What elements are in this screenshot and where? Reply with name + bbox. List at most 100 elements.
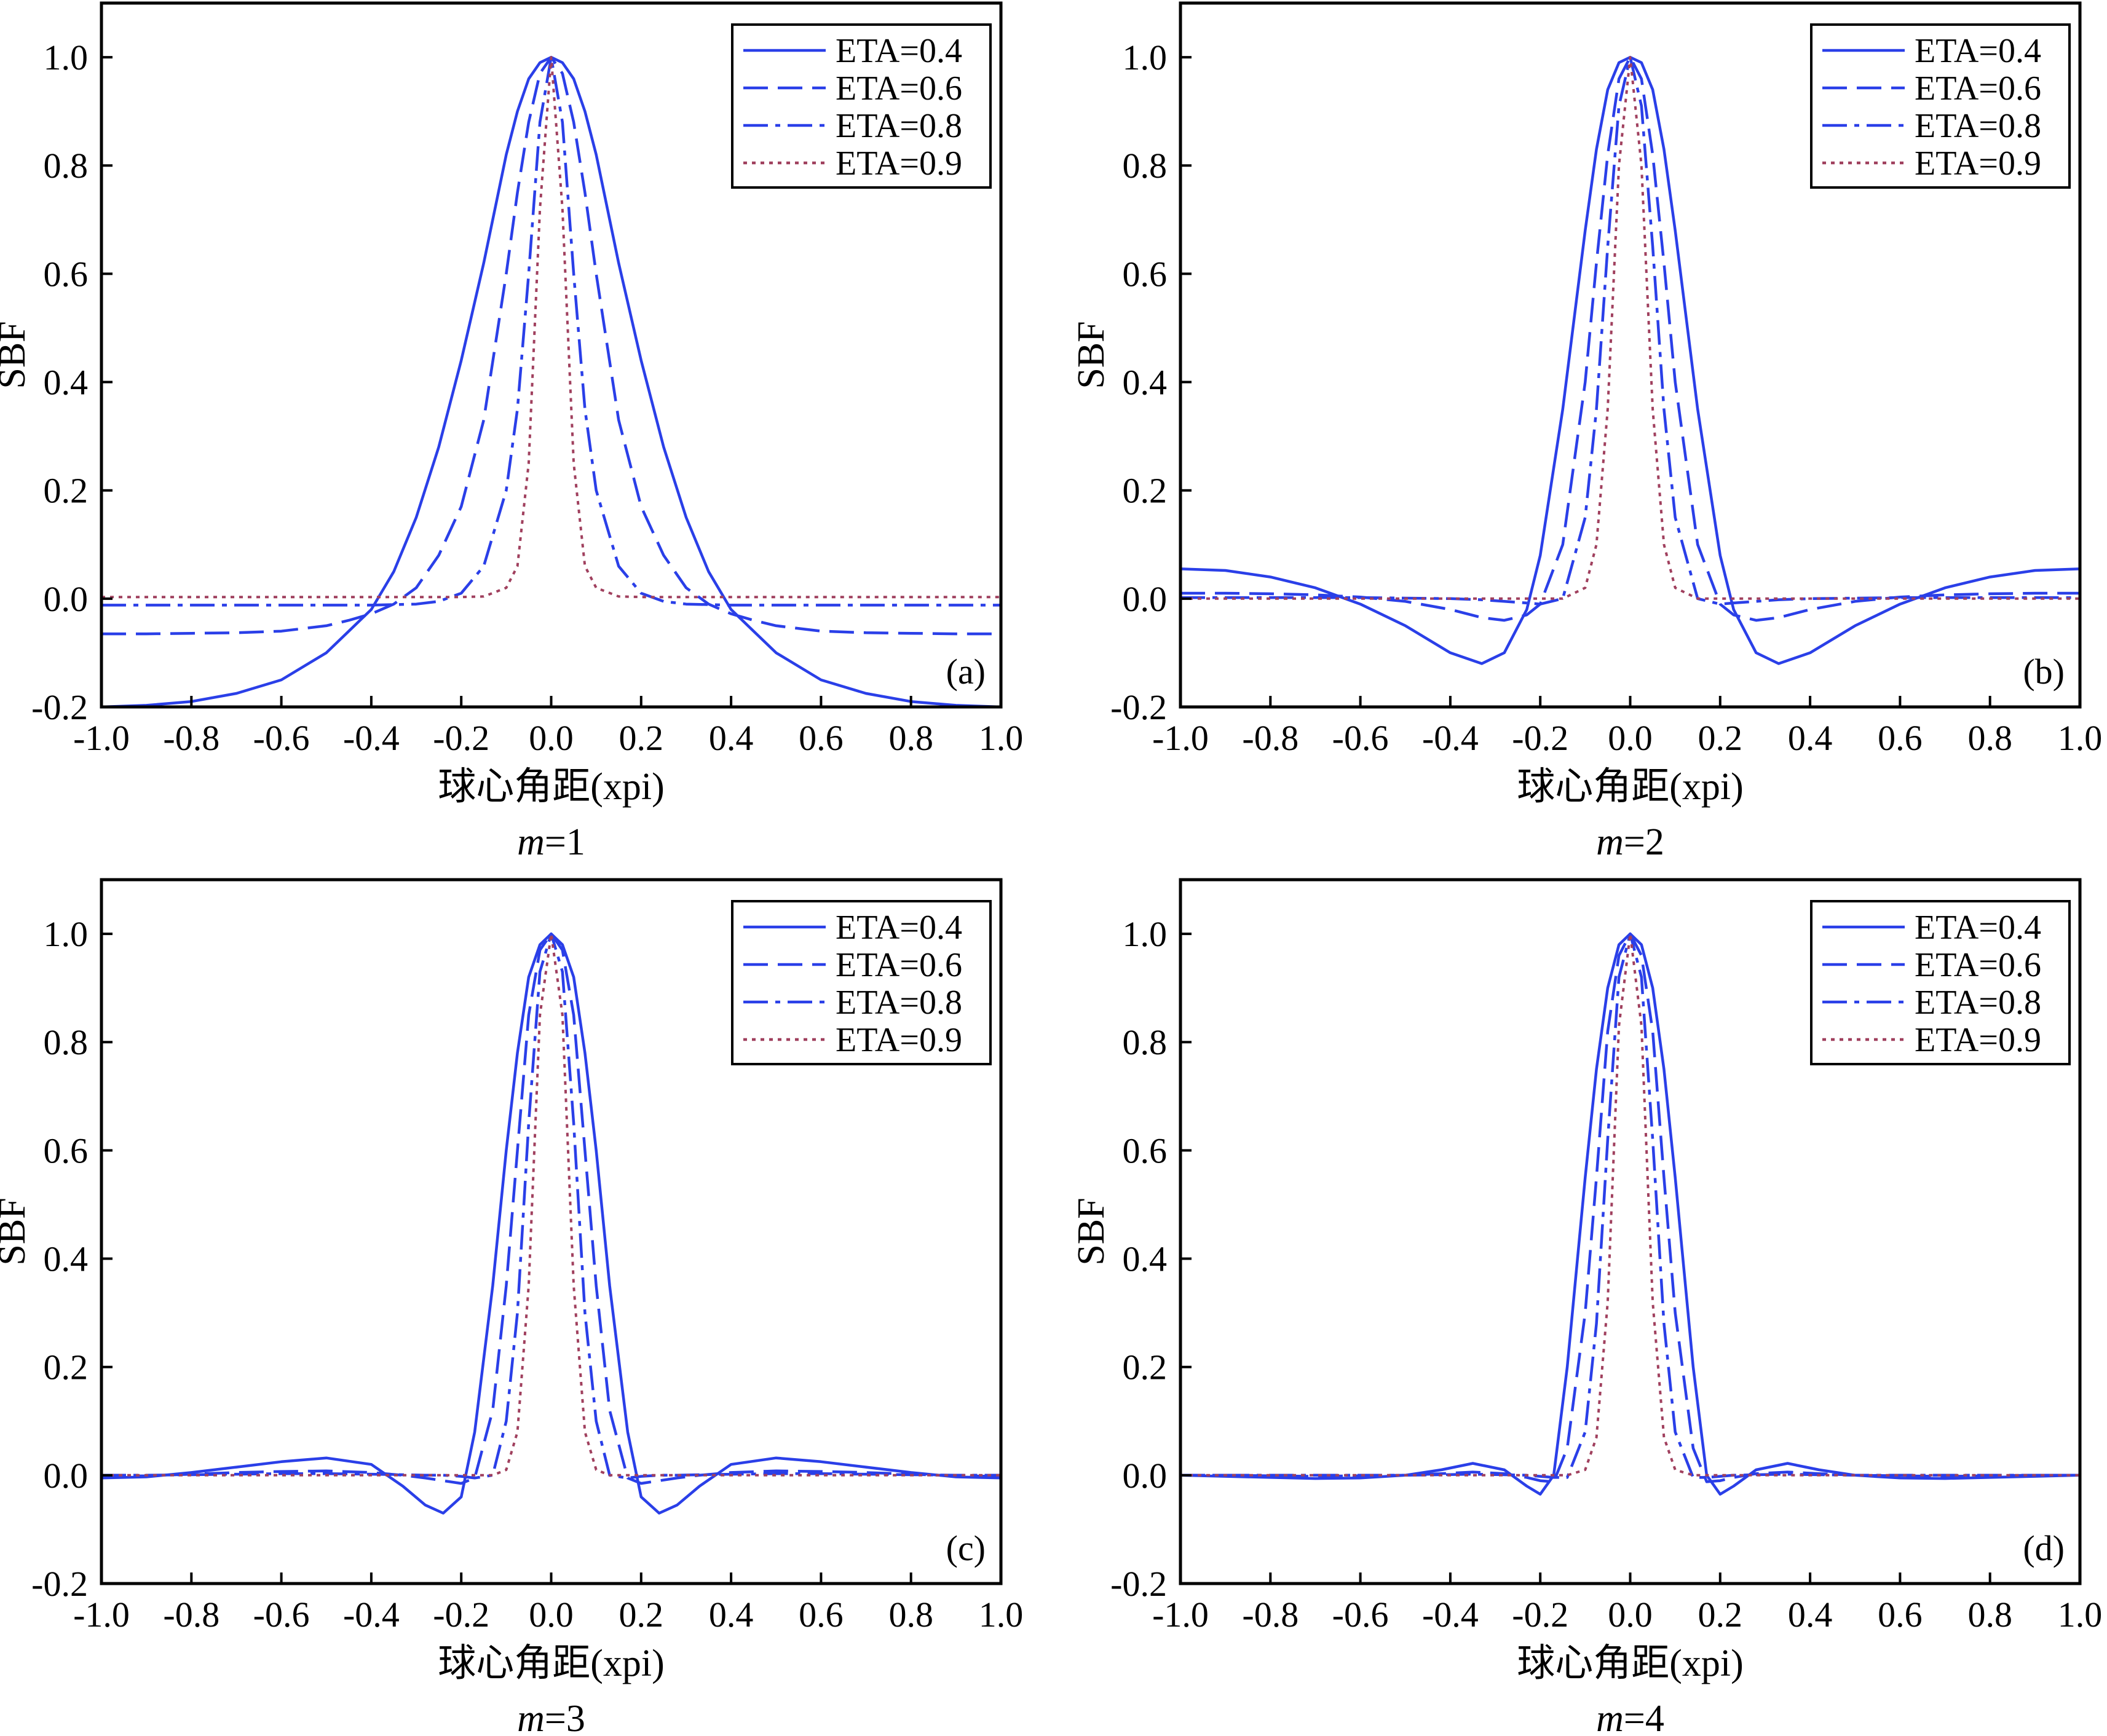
legend-entry: ETA=0.8	[1915, 107, 2041, 145]
caption-variable: m	[517, 821, 545, 863]
panel-tag: (b)	[2023, 652, 2065, 692]
panel-caption: m=4	[1596, 1698, 1664, 1736]
x-tick-label: 0.6	[1878, 1595, 1923, 1635]
legend-entry: ETA=0.6	[1915, 946, 2041, 984]
series-line	[1180, 56, 2080, 600]
y-tick-label: -0.2	[1110, 1564, 1167, 1604]
x-axis-label: 球心角距(xpi)	[1517, 766, 1744, 808]
x-tick-label: -0.6	[253, 718, 310, 758]
y-tick-label: -0.2	[1110, 687, 1167, 727]
x-tick-label: 1.0	[979, 1595, 1024, 1635]
y-tick-label: -0.2	[31, 1564, 88, 1604]
x-tick-label: -0.8	[163, 1595, 219, 1635]
y-tick-label: 0.2	[44, 471, 89, 511]
y-axis-label: SBF	[0, 321, 33, 389]
x-tick-label: -0.4	[1422, 1595, 1479, 1635]
caption-value: =2	[1624, 821, 1664, 863]
y-tick-label: 0.4	[1123, 1239, 1168, 1279]
y-axis-label: SBF	[1070, 1197, 1112, 1265]
x-tick-label: -0.4	[343, 1595, 400, 1635]
caption-value: =1	[545, 821, 585, 863]
x-tick-label: -1.0	[1152, 718, 1209, 758]
series-line	[101, 932, 1001, 1485]
x-tick-label: 1.0	[979, 718, 1024, 758]
x-tick-label: 0.0	[1608, 718, 1653, 758]
x-tick-label: -0.6	[1332, 718, 1389, 758]
x-tick-label: -0.6	[1332, 1595, 1389, 1635]
y-tick-label: 0.0	[44, 1456, 89, 1496]
series-line	[101, 932, 1001, 1480]
y-tick-label: 0.8	[44, 146, 89, 186]
x-axis-label: 球心角距(xpi)	[438, 766, 665, 808]
legend-entry: ETA=0.4	[836, 32, 962, 70]
legend-entry: ETA=0.6	[836, 69, 962, 108]
y-axis-label: SBF	[1070, 321, 1112, 389]
y-tick-label: 0.2	[1123, 1347, 1168, 1387]
panel-tag: (d)	[2023, 1528, 2065, 1568]
y-tick-label: 0.0	[1123, 1456, 1168, 1496]
y-tick-label: 0.6	[44, 254, 89, 294]
y-tick-label: 0.4	[44, 363, 89, 403]
x-tick-label: -0.2	[433, 718, 489, 758]
x-tick-label: 1.0	[2058, 1595, 2103, 1635]
x-tick-label: 0.0	[529, 1595, 574, 1635]
y-tick-label: 0.6	[44, 1130, 89, 1170]
x-tick-label: 0.8	[888, 718, 933, 758]
legend-entry: ETA=0.4	[1915, 32, 2041, 70]
x-tick-label: 0.4	[709, 718, 754, 758]
chart-panel: -1.0 -0.8 -0.6 -0.4 -0.2 0.0 0.2 0.4 0.6 0.8 1.0 -0…	[0, 1, 1024, 863]
x-tick-label: 0.6	[1878, 718, 1923, 758]
series-line	[1180, 932, 2080, 1479]
x-tick-label: 0.0	[1608, 1595, 1653, 1635]
y-tick-label: 1.0	[44, 914, 89, 954]
chart-panel: -1.0 -0.8 -0.6 -0.4 -0.2 0.0 0.2 0.4 0.6 0.8 1.0 -0…	[1070, 878, 2103, 1736]
x-tick-label: -0.4	[343, 718, 400, 758]
legend-entry: ETA=0.4	[1915, 909, 2041, 947]
x-tick-label: 0.6	[799, 1595, 844, 1635]
panel-caption: m=1	[517, 821, 585, 863]
panel-tag: (c)	[946, 1528, 986, 1568]
legend-entry: ETA=0.9	[836, 1021, 962, 1059]
legend-entry: ETA=0.9	[1915, 144, 2041, 183]
panel-caption: m=2	[1596, 821, 1664, 863]
x-tick-label: 0.4	[1788, 718, 1833, 758]
y-tick-label: 0.0	[1123, 579, 1168, 619]
x-tick-label: -0.8	[163, 718, 219, 758]
x-tick-label: -0.4	[1422, 718, 1479, 758]
x-tick-label: 0.0	[529, 718, 574, 758]
x-tick-label: -1.0	[1152, 1595, 1209, 1635]
y-tick-label: 0.4	[44, 1239, 89, 1279]
x-tick-label: -0.2	[433, 1595, 489, 1635]
chart-panel: -1.0 -0.8 -0.6 -0.4 -0.2 0.0 0.2 0.4 0.6 0.8 1.0 -0…	[0, 878, 1024, 1736]
y-tick-label: 1.0	[44, 37, 89, 77]
x-tick-label: -0.8	[1242, 718, 1299, 758]
series-line	[1180, 55, 2080, 622]
x-tick-label: 1.0	[2058, 718, 2103, 758]
x-tick-label: -0.2	[1512, 718, 1568, 758]
caption-value: =3	[545, 1698, 585, 1736]
y-axis-label: SBF	[0, 1197, 33, 1265]
legend-entry: ETA=0.8	[836, 984, 962, 1022]
legend-entry: ETA=0.8	[836, 107, 962, 145]
legend-entry: ETA=0.9	[1915, 1021, 2041, 1059]
x-tick-label: 0.8	[1967, 1595, 2012, 1635]
legend-entry: ETA=0.6	[836, 946, 962, 984]
x-tick-label: -1.0	[73, 718, 130, 758]
x-tick-label: 0.2	[1698, 718, 1743, 758]
x-tick-label: 0.2	[619, 718, 664, 758]
panel-caption: m=3	[517, 1698, 585, 1736]
x-tick-label: -0.2	[1512, 1595, 1568, 1635]
x-tick-label: 0.8	[1967, 718, 2012, 758]
y-tick-label: 0.8	[1123, 146, 1168, 186]
x-tick-label: 0.2	[1698, 1595, 1743, 1635]
y-tick-label: 0.6	[1123, 1130, 1168, 1170]
legend-entry: ETA=0.9	[836, 144, 962, 183]
y-tick-label: 0.8	[44, 1022, 89, 1062]
x-tick-label: 0.2	[619, 1595, 664, 1635]
y-tick-label: 1.0	[1123, 37, 1168, 77]
x-tick-label: 0.4	[709, 1595, 754, 1635]
